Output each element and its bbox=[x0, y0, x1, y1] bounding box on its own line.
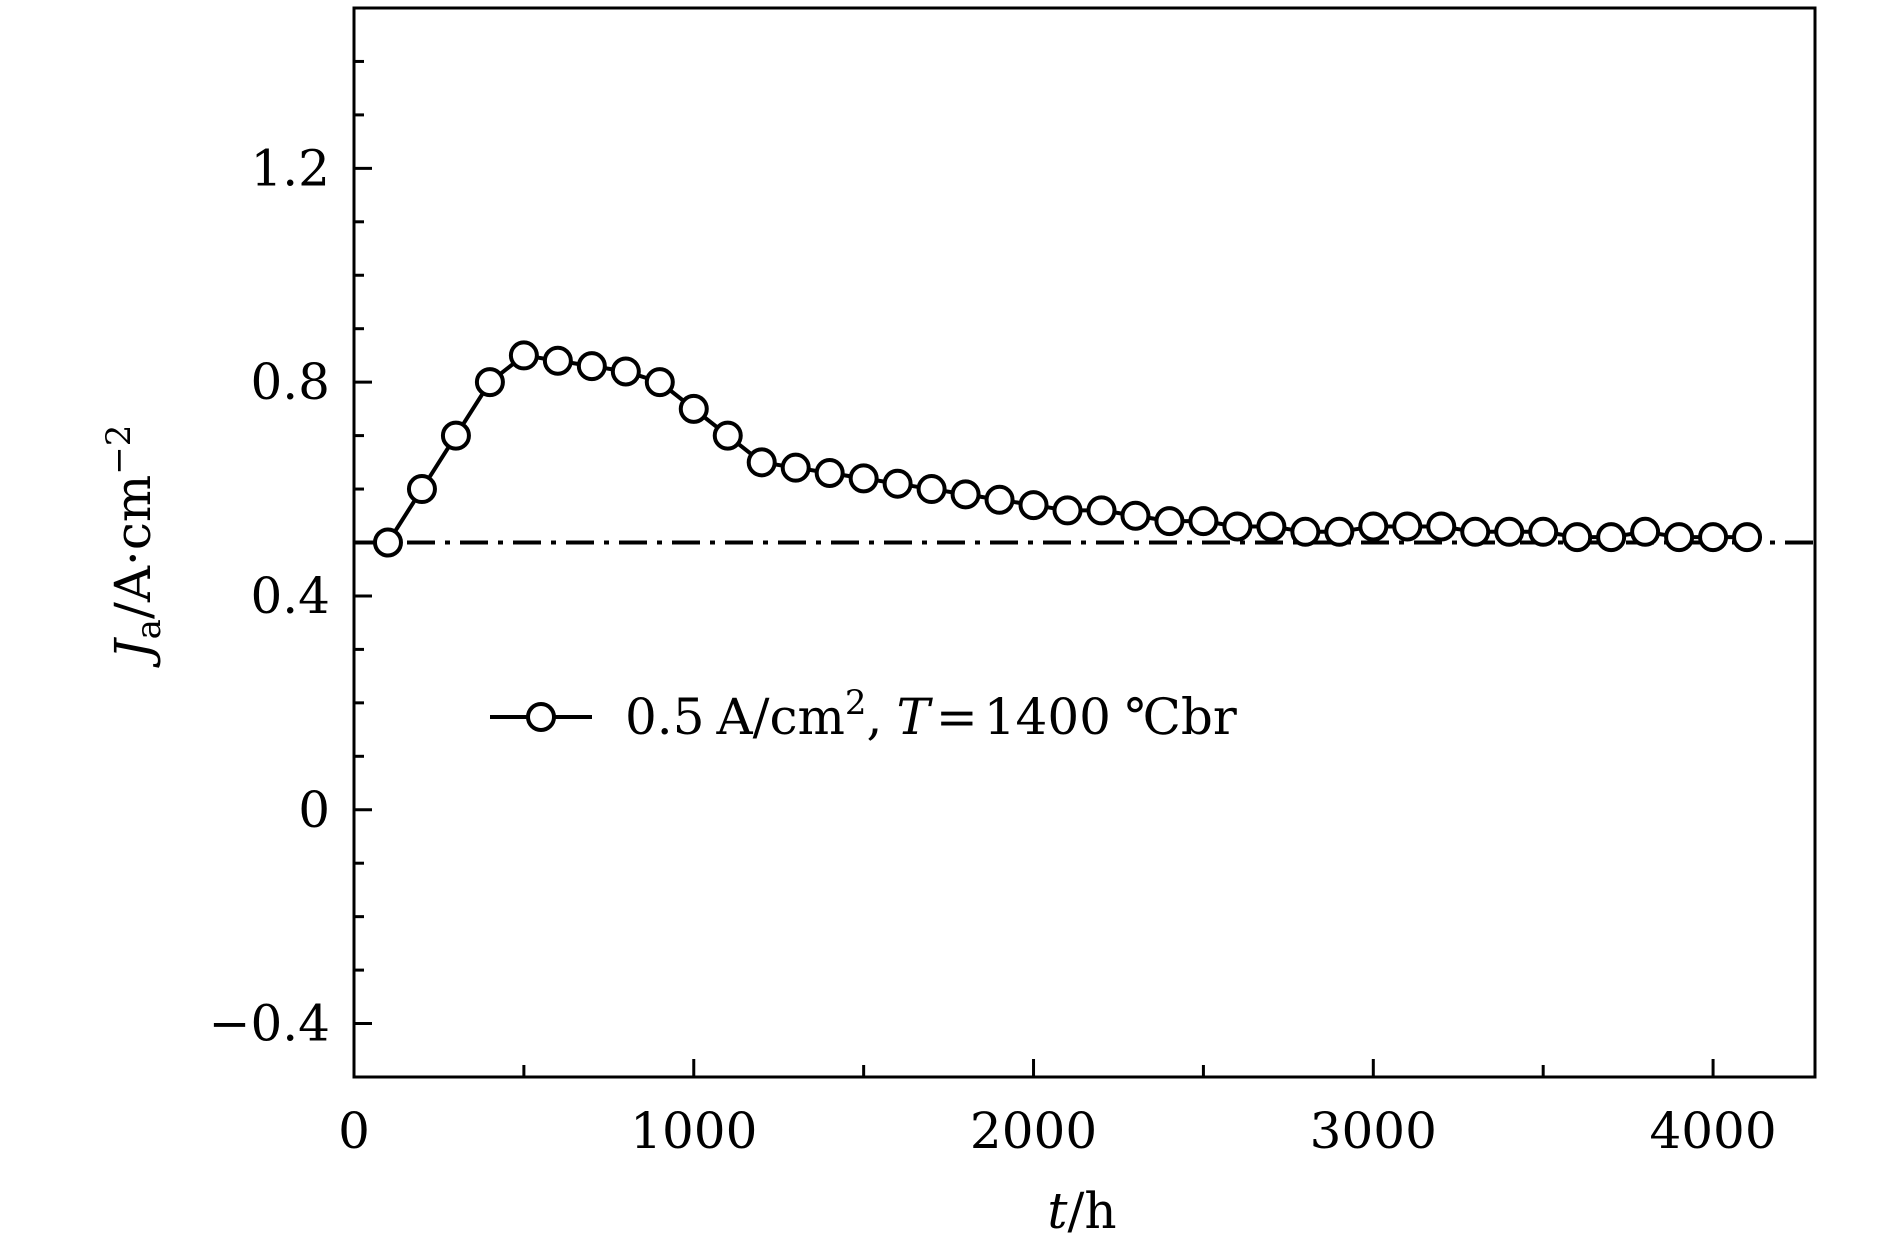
legend-unit: A/cm bbox=[716, 688, 845, 746]
data-point bbox=[1562, 522, 1593, 553]
x-axis-title: t/h bbox=[1047, 1182, 1116, 1240]
legend-t-symbol: T bbox=[896, 688, 933, 746]
data-point bbox=[746, 447, 777, 478]
data-point bbox=[406, 474, 437, 505]
legend-equals: = bbox=[936, 688, 978, 746]
x-axis-title-unit: /h bbox=[1068, 1182, 1117, 1240]
data-point bbox=[1358, 511, 1389, 542]
data-point bbox=[1664, 522, 1695, 553]
data-point bbox=[1222, 511, 1253, 542]
data-point bbox=[576, 351, 607, 382]
x-tick-label: 4000 bbox=[1649, 1102, 1776, 1160]
data-point bbox=[644, 367, 675, 398]
data-point bbox=[508, 340, 539, 371]
legend-comma: , bbox=[867, 688, 883, 746]
data-point bbox=[678, 393, 709, 424]
data-point bbox=[372, 527, 403, 558]
data-point bbox=[1324, 516, 1355, 547]
data-point bbox=[1494, 516, 1525, 547]
data-point bbox=[1460, 516, 1491, 547]
y-tick-label: −0.4 bbox=[209, 995, 330, 1053]
y-tick-label: 0.8 bbox=[250, 353, 330, 411]
data-point bbox=[1018, 490, 1049, 521]
legend-value: 0.5 bbox=[625, 688, 705, 746]
y-axis-title-unit: /A·cm bbox=[104, 475, 162, 619]
data-point bbox=[1426, 511, 1457, 542]
x-tick-label: 0 bbox=[338, 1102, 370, 1160]
y-axis-title-subscript: a bbox=[129, 619, 169, 639]
data-point bbox=[1596, 522, 1627, 553]
y-tick-label: 0.4 bbox=[250, 567, 330, 625]
data-point bbox=[1188, 506, 1219, 537]
y-axis-title-symbol: J bbox=[104, 636, 162, 668]
x-axis-title-symbol: t bbox=[1047, 1182, 1068, 1240]
data-point bbox=[1086, 495, 1117, 526]
data-point bbox=[610, 356, 641, 387]
data-point bbox=[882, 468, 913, 499]
data-point bbox=[916, 474, 947, 505]
y-axis-title-superscript: −2 bbox=[99, 425, 139, 475]
data-point bbox=[1528, 516, 1559, 547]
data-point bbox=[712, 420, 743, 451]
data-point bbox=[1256, 511, 1287, 542]
y-axis-title: Ja/A·cm−2 bbox=[99, 425, 169, 669]
data-point bbox=[1698, 522, 1729, 553]
data-point bbox=[1392, 511, 1423, 542]
data-point bbox=[1120, 500, 1151, 531]
x-tick-label: 3000 bbox=[1310, 1102, 1437, 1160]
data-point bbox=[1290, 516, 1321, 547]
data-point bbox=[1630, 516, 1661, 547]
data-point bbox=[542, 345, 573, 376]
x-tick-label: 2000 bbox=[970, 1102, 1097, 1160]
legend-temperature: 1400 bbox=[984, 688, 1111, 746]
data-point bbox=[474, 367, 505, 398]
legend: 0.5 A/cm2, T = 1400 ℃br bbox=[490, 683, 1237, 746]
legend-label: 0.5 A/cm2, T = 1400 ℃br bbox=[625, 683, 1237, 746]
series-layer bbox=[372, 340, 1763, 558]
legend-unit-superscript: 2 bbox=[845, 683, 867, 723]
legend-marker-swatch bbox=[526, 702, 556, 732]
data-point bbox=[814, 458, 845, 489]
data-point bbox=[848, 463, 879, 494]
tick-labels-layer: 0 1000 2000 3000 4000−0.400.40.81.2 bbox=[209, 139, 1777, 1160]
data-point bbox=[780, 452, 811, 483]
legend-temp-unit: ℃br bbox=[1125, 688, 1237, 746]
data-point bbox=[1052, 495, 1083, 526]
y-tick-label: 1.2 bbox=[250, 139, 330, 197]
ticks-layer bbox=[352, 6, 1715, 1079]
data-point bbox=[440, 420, 471, 451]
x-tick-label: 1000 bbox=[630, 1102, 757, 1160]
data-point bbox=[1154, 506, 1185, 537]
data-point bbox=[950, 479, 981, 510]
y-tick-label: 0 bbox=[298, 781, 330, 839]
data-point bbox=[984, 484, 1015, 515]
data-point bbox=[1732, 522, 1763, 553]
